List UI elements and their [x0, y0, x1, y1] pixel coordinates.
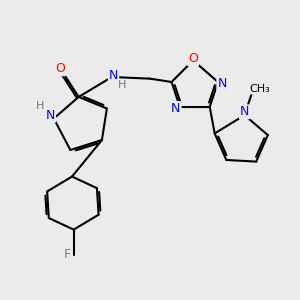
Text: F: F	[64, 248, 70, 261]
Text: H: H	[118, 80, 126, 90]
Text: CH₃: CH₃	[249, 84, 270, 94]
Text: N: N	[171, 102, 181, 115]
Text: H: H	[36, 101, 44, 111]
Text: O: O	[56, 62, 65, 75]
Text: N: N	[240, 105, 249, 118]
Text: N: N	[109, 69, 118, 82]
Text: N: N	[46, 109, 55, 122]
Text: O: O	[188, 52, 198, 65]
Text: N: N	[217, 77, 227, 90]
